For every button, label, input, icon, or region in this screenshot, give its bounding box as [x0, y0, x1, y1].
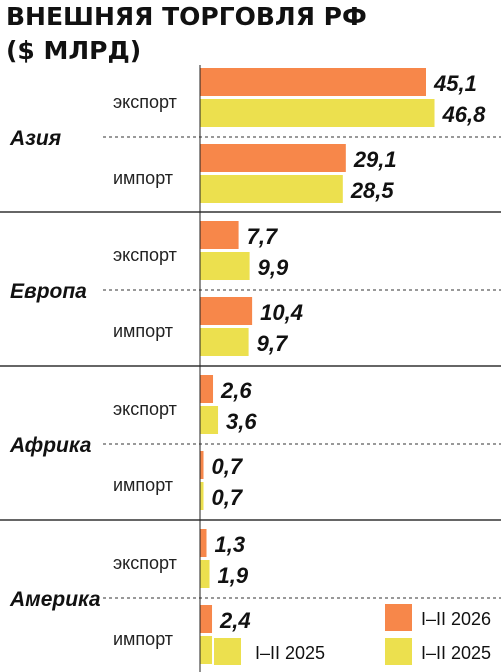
- flow-label: импорт: [113, 475, 173, 495]
- region-label-2: Африка: [9, 434, 92, 457]
- bar-2026: [200, 605, 213, 633]
- value-label: 1,9: [218, 563, 249, 588]
- bar-2026: [200, 529, 207, 557]
- bar-2025: [200, 99, 435, 127]
- bar-2025: [200, 406, 219, 434]
- value-label: 46,8: [442, 102, 487, 127]
- value-label: 10,4: [260, 300, 303, 325]
- legend-swatch-2025: [385, 638, 412, 665]
- bar-2025: [200, 482, 204, 510]
- flow-label: импорт: [113, 629, 173, 649]
- value-label: 0,7: [212, 485, 244, 510]
- region-label-1: Европа: [10, 280, 87, 303]
- value-label: 9,9: [258, 255, 289, 280]
- legend-label-2026: I–II 2026: [421, 609, 491, 629]
- bar-2025: [200, 560, 210, 588]
- chart-title-line-1: ВНЕШНЯЯ ТОРГОВЛЯ РФ: [6, 2, 367, 31]
- chart-title-line-2: ($ МЛРД): [6, 36, 142, 65]
- bar-2025: [200, 328, 249, 356]
- value-label: 2,4: [219, 608, 251, 633]
- chart-title: ВНЕШНЯЯ ТОРГОВЛЯ РФ ($ МЛРД): [6, 0, 367, 68]
- bar-2026: [200, 221, 239, 249]
- inline-swatch-2025: [214, 638, 241, 665]
- value-label: 0,7: [212, 454, 244, 479]
- legend-label-2025: I–II 2025: [421, 643, 491, 663]
- bar-2026: [200, 68, 426, 96]
- flow-label: импорт: [113, 321, 173, 341]
- value-label: 9,7: [257, 331, 289, 356]
- value-label: 29,1: [353, 147, 397, 172]
- region-label-0: Азия: [9, 127, 61, 150]
- flow-label: экспорт: [113, 553, 177, 573]
- value-label: 1,3: [215, 532, 246, 557]
- legend-swatch-2026: [385, 604, 412, 631]
- value-label: 2,6: [220, 378, 252, 403]
- value-label: 45,1: [433, 71, 477, 96]
- flow-label: импорт: [113, 168, 173, 188]
- bar-2025: [200, 636, 213, 664]
- bar-2026: [200, 375, 214, 403]
- bar-2025: [200, 175, 343, 203]
- flow-label: экспорт: [113, 92, 177, 112]
- bar-2026: [200, 144, 346, 172]
- bar-2025: [200, 252, 250, 280]
- inline-series-label-2025: I–II 2025: [255, 643, 325, 663]
- flow-label: экспорт: [113, 399, 177, 419]
- flow-label: экспорт: [113, 245, 177, 265]
- bar-2026: [200, 297, 253, 325]
- value-label: 28,5: [350, 178, 395, 203]
- region-label-3: Америка: [9, 588, 101, 611]
- value-label: 3,6: [226, 409, 257, 434]
- value-label: 7,7: [247, 224, 279, 249]
- bar-2026: [200, 451, 204, 479]
